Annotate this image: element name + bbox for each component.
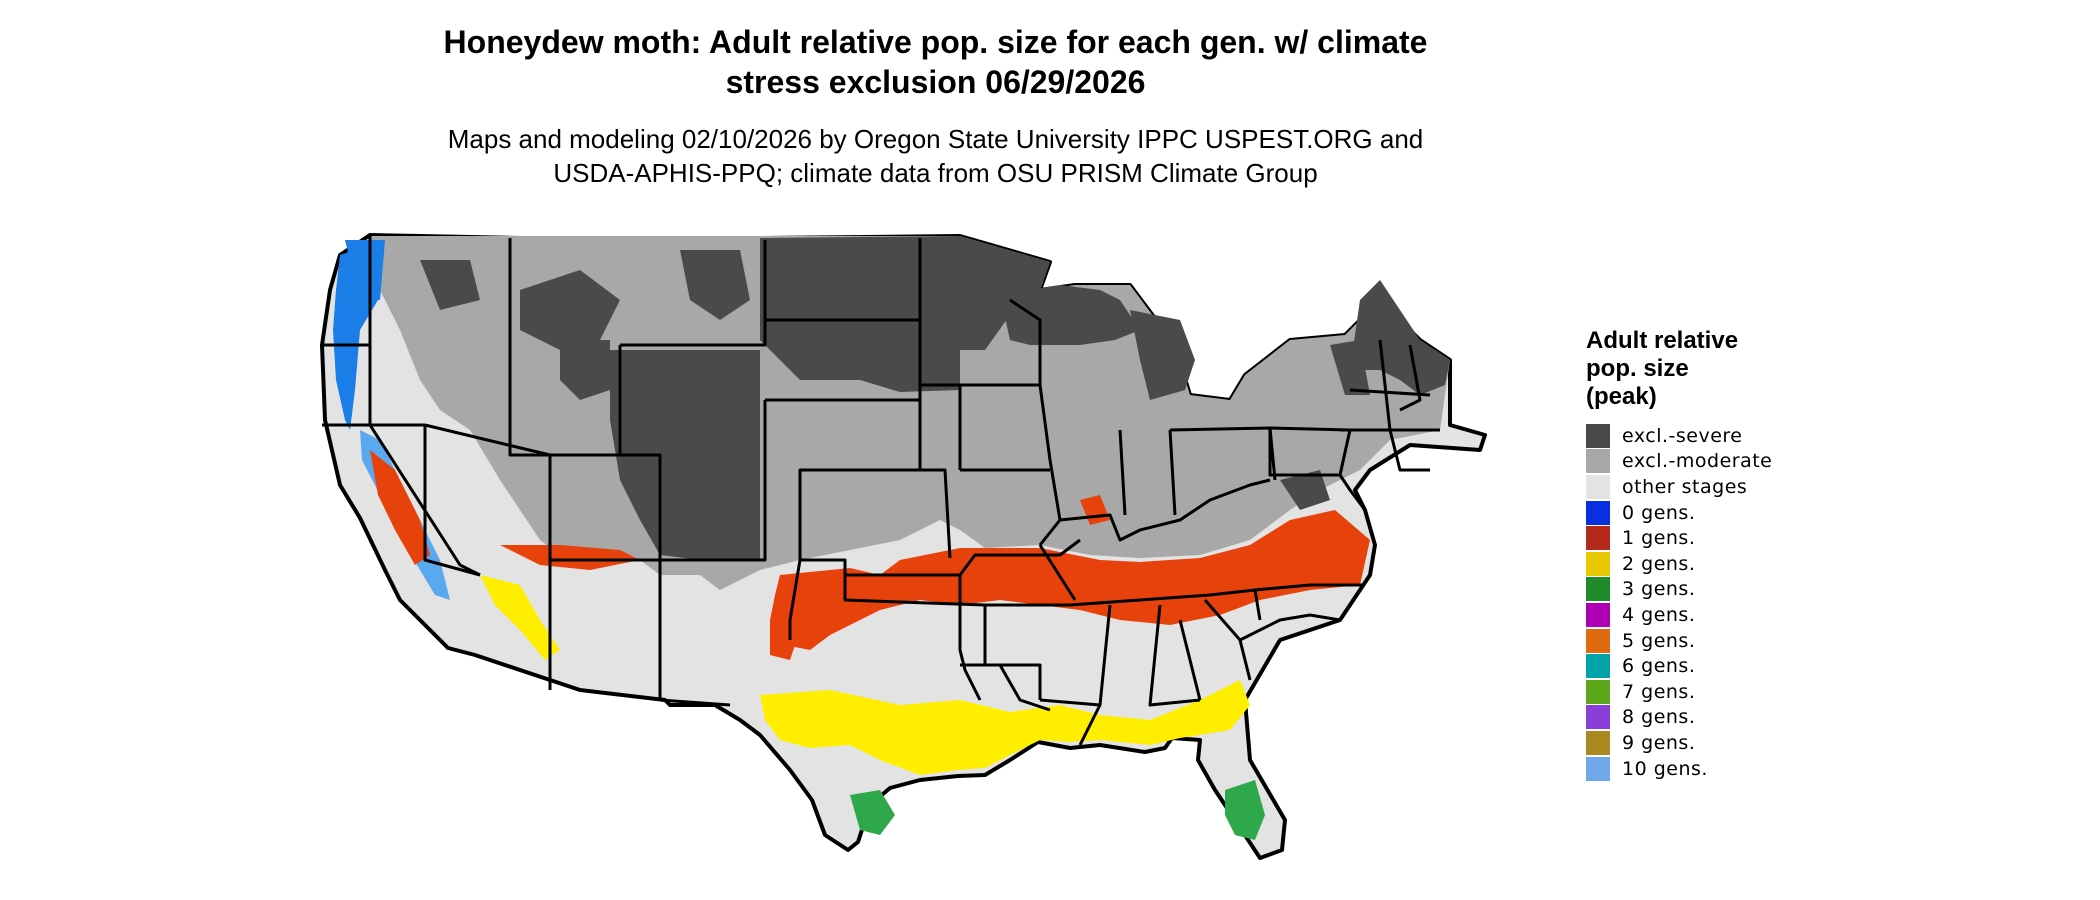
legend-title-line-1: Adult relative [1586,327,1739,354]
legend-swatch [1586,500,1610,525]
legend-item: excl.-severe [1586,423,1886,449]
region-2-gens [480,575,1250,775]
legend-label: 2 gens. [1622,552,1696,575]
us-map [320,233,1487,860]
legend-label: 7 gens. [1622,680,1696,703]
legend-label: 0 gens. [1622,501,1696,524]
legend-label: 5 gens. [1622,629,1696,652]
region-0-gens-puget [345,240,385,300]
legend-label: 10 gens. [1622,757,1708,780]
legend-label: 6 gens. [1622,655,1696,678]
legend-item: 5 gens. [1586,628,1886,654]
legend-swatch [1586,654,1610,679]
legend-item: 10 gens. [1586,756,1886,782]
legend-swatch [1586,756,1610,781]
legend-swatch [1586,551,1610,576]
map-title-line-2: stress exclusion 06/29/2026 [725,64,1146,100]
legend-label: excl.-moderate [1622,450,1773,473]
legend-label: 9 gens. [1622,731,1696,754]
legend-item: 1 gens. [1586,525,1886,551]
legend-item: 2 gens. [1586,551,1886,577]
map-subtitle: Maps and modeling 02/10/2026 by Oregon S… [0,122,1871,190]
legend-label: 1 gens. [1622,527,1696,550]
map-subtitle-line-1: Maps and modeling 02/10/2026 by Oregon S… [447,124,1424,154]
legend-item: 7 gens. [1586,679,1886,705]
legend-swatch [1586,423,1610,448]
region-3-gens [850,780,1265,840]
state-boundaries [322,236,1440,746]
legend-item: 3 gens. [1586,577,1886,603]
legend-title-line-3: (peak) [1586,383,1657,410]
region-excl-severe [420,236,1450,560]
legend-label: excl.-severe [1622,424,1743,447]
legend-item: 0 gens. [1586,500,1886,526]
legend-swatch [1586,628,1610,653]
region-other-stages-florida [1210,745,1245,785]
legend-item: 6 gens. [1586,653,1886,679]
legend-swatch [1586,526,1610,551]
legend-swatch [1586,577,1610,602]
map-title-line-1: Honeydew moth: Adult relative pop. size … [443,24,1428,60]
legend-swatch [1586,705,1610,730]
map-subtitle-line-2: USDA-APHIS-PPQ; climate data from OSU PR… [553,158,1318,188]
legend-item: other stages [1586,474,1886,500]
legend-item: excl.-moderate [1586,449,1886,475]
legend-swatch [1586,474,1610,499]
legend-items: excl.-severe excl.-moderate other stages 0 … [1586,423,1886,781]
legend-title: Adult relative pop. size (peak) [1586,327,1886,411]
legend-label: 8 gens. [1622,706,1696,729]
legend-label: other stages [1622,475,1748,498]
legend-item: 8 gens. [1586,705,1886,731]
legend-swatch [1586,679,1610,704]
legend-title-line-2: pop. size [1586,355,1689,382]
legend-label: 4 gens. [1622,603,1696,626]
legend-label: 3 gens. [1622,578,1696,601]
legend-swatch [1586,730,1610,755]
legend-item: 4 gens. [1586,602,1886,628]
legend-swatch [1586,602,1610,627]
map-title: Honeydew moth: Adult relative pop. size … [0,22,1871,102]
legend-swatch [1586,449,1610,474]
legend-item: 9 gens. [1586,730,1886,756]
legend: Adult relative pop. size (peak) excl.-se… [1586,327,1886,781]
